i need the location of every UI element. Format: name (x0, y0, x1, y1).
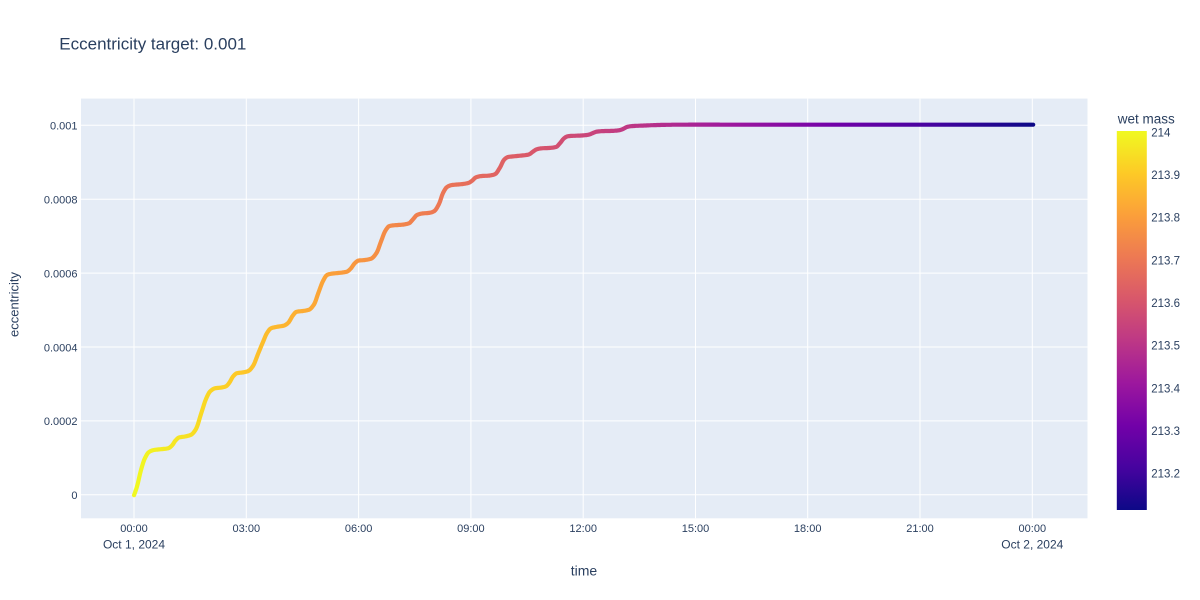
svg-text:Oct 2, 2024: Oct 2, 2024 (1001, 538, 1063, 552)
svg-text:eccentricity: eccentricity (7, 271, 22, 337)
svg-text:Oct 1, 2024: Oct 1, 2024 (103, 538, 165, 552)
svg-text:12:00: 12:00 (569, 523, 597, 535)
svg-text:213.6: 213.6 (1151, 298, 1180, 310)
svg-text:213.3: 213.3 (1151, 426, 1180, 438)
svg-text:wet mass: wet mass (1117, 112, 1175, 127)
svg-text:0.001: 0.001 (50, 121, 78, 133)
svg-text:15:00: 15:00 (682, 523, 710, 535)
svg-text:213.4: 213.4 (1151, 383, 1180, 395)
svg-text:213.2: 213.2 (1151, 469, 1180, 481)
svg-text:0.0004: 0.0004 (44, 342, 78, 354)
svg-text:213.9: 213.9 (1151, 170, 1180, 182)
svg-text:00:00: 00:00 (1019, 523, 1047, 535)
svg-text:213.8: 213.8 (1151, 213, 1180, 225)
svg-text:09:00: 09:00 (457, 523, 485, 535)
svg-text:03:00: 03:00 (233, 523, 261, 535)
svg-text:0.0008: 0.0008 (44, 195, 78, 207)
svg-text:214: 214 (1151, 127, 1171, 139)
svg-text:213.5: 213.5 (1151, 341, 1180, 353)
svg-text:Eccentricity target: 0.001: Eccentricity target: 0.001 (59, 35, 246, 54)
svg-text:21:00: 21:00 (906, 523, 934, 535)
svg-text:213.7: 213.7 (1151, 255, 1180, 267)
svg-text:00:00: 00:00 (120, 523, 148, 535)
svg-text:time: time (571, 563, 598, 579)
svg-text:0.0002: 0.0002 (44, 416, 78, 428)
svg-text:18:00: 18:00 (794, 523, 822, 535)
svg-text:0: 0 (71, 490, 77, 502)
svg-text:06:00: 06:00 (345, 523, 373, 535)
svg-text:0.0006: 0.0006 (44, 268, 78, 280)
